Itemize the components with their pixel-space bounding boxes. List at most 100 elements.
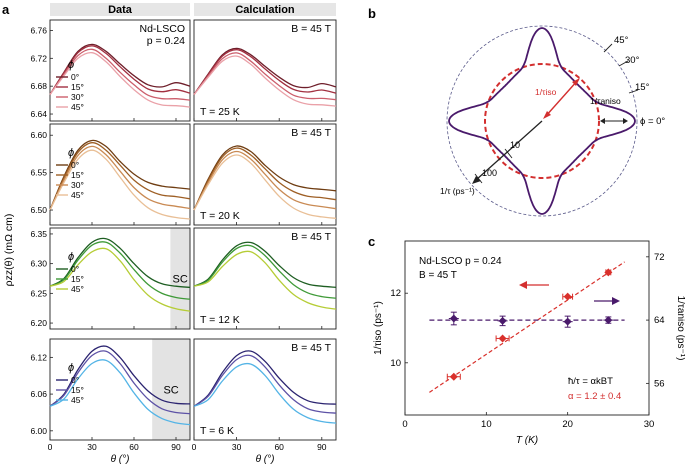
- legend-label: 45°: [71, 102, 84, 112]
- aniso-axis-arrow-head: [612, 297, 620, 305]
- iso-point: [449, 372, 458, 381]
- panel-frame: [49, 338, 191, 441]
- y-right-tick-label: 56: [654, 378, 665, 389]
- y-right-tick-label: 72: [654, 252, 665, 263]
- panel-c-y-left-label: 1/τiso (ps⁻¹): [373, 301, 384, 355]
- radial-arrow-head: [472, 176, 481, 184]
- legend-label: 15°: [71, 170, 84, 180]
- aniso-arrow-head-left: [600, 118, 605, 124]
- x-tick-label: 60: [129, 442, 139, 452]
- x-tick-label: 30: [232, 442, 242, 452]
- legend-title: ϕ: [68, 251, 74, 263]
- y-tick-label: 6.72: [30, 53, 47, 63]
- y-tick-label: 6.25: [30, 288, 47, 298]
- legend-label: 0°: [71, 160, 79, 170]
- legend-label: 15°: [71, 274, 84, 284]
- y-tick-label: 6.76: [30, 25, 47, 35]
- curve-phi-45: [49, 247, 191, 312]
- panel-a-y-label: ρzz(θ) (mΩ cm): [3, 214, 15, 287]
- tick-100: [474, 173, 483, 184]
- legend-label: 45°: [71, 395, 84, 405]
- y-left-tick-label: 10: [390, 358, 401, 369]
- tick-45: [603, 43, 613, 53]
- iso-label: 1/τiso: [535, 87, 557, 97]
- y-left-tick-label: 12: [390, 288, 401, 299]
- curve-phi-15: [49, 350, 191, 415]
- curve-phi-30: [49, 48, 191, 101]
- tick-30: [618, 60, 629, 67]
- panel-c-material: Nd-LSCO p = 0.24: [419, 256, 502, 267]
- legend-label: 0°: [71, 375, 79, 385]
- iso-point: [563, 292, 572, 301]
- scattering-rate-curve: [448, 27, 636, 215]
- panel-c-chart: Nd-LSCO p = 0.24 B = 45 T ħ/τ = αkBT α =…: [373, 240, 685, 446]
- curve-phi-0: [49, 43, 191, 95]
- panel-frame: [49, 123, 191, 226]
- legend-title: ϕ: [68, 59, 74, 71]
- y-right-tick-label: 64: [654, 315, 665, 326]
- sc-label: SC: [173, 274, 188, 286]
- panel-a-row1-data: 6.60 6.55 6.50 ϕ0°15°30°45°: [30, 123, 191, 226]
- panel-c-field: B = 45 T: [419, 270, 457, 281]
- panel-c-formula: ħ/τ = αkBT: [568, 376, 613, 387]
- calc-column-header: Calculation: [235, 4, 295, 16]
- iso-point: [604, 268, 613, 277]
- aniso-label: 1/τaniso: [590, 96, 621, 106]
- field-label: B = 45 T: [291, 127, 331, 139]
- radial-axis-label: 1/τ (ps⁻¹): [440, 186, 475, 196]
- panel-a-x-label-calc: θ (°): [256, 454, 275, 465]
- angle-30: 30°: [625, 55, 640, 66]
- field-label: B = 45 T: [291, 23, 331, 35]
- legend-label: 0°: [71, 72, 79, 82]
- phi-zero-label: ϕ = 0°: [640, 116, 665, 127]
- x-tick-label: 20: [562, 419, 573, 430]
- field-label: B = 45 T: [291, 231, 331, 243]
- y-tick-label: 6.00: [30, 426, 47, 436]
- legend-label: 30°: [71, 92, 84, 102]
- y-tick-label: 6.06: [30, 389, 47, 399]
- panel-b-letter: b: [368, 6, 376, 21]
- iso-scattering-circle: [484, 63, 600, 179]
- panel-a-row0-calc: B = 45 T T = 25 K: [193, 19, 337, 122]
- curve-phi-45: [193, 250, 337, 310]
- calc-header-bg: [194, 3, 336, 16]
- curve-phi-0: [193, 350, 337, 407]
- panel-a-row2-calc: B = 45 T T = 12 K: [193, 227, 337, 330]
- x-tick-label: 0: [402, 419, 407, 430]
- legend-title: ϕ: [68, 362, 74, 374]
- panel-a-row1-calc: B = 45 T T = 20 K: [193, 123, 337, 226]
- radial-tick-10: 10: [510, 140, 520, 150]
- curve-phi-15: [49, 241, 191, 300]
- x-tick-label: 60: [274, 442, 284, 452]
- temperature-label: T = 6 K: [200, 425, 234, 437]
- y-tick-label: 6.55: [30, 168, 47, 178]
- angle-45: 45°: [614, 35, 629, 46]
- y-tick-label: 6.64: [30, 109, 47, 119]
- curve-phi-45: [193, 362, 337, 424]
- angle-15: 15°: [635, 82, 650, 93]
- y-tick-label: 6.35: [30, 229, 47, 239]
- aniso-arrow-head-right: [623, 118, 628, 124]
- x-tick-label: 90: [317, 442, 327, 452]
- curve-phi-45: [193, 55, 337, 107]
- x-tick-label: 0: [192, 442, 197, 452]
- sc-region: [152, 339, 190, 440]
- curve-phi-45: [193, 154, 337, 219]
- curve-phi-30: [193, 52, 337, 101]
- y-tick-label: 6.68: [30, 81, 47, 91]
- temperature-label: T = 20 K: [200, 210, 240, 222]
- panel-c-letter: c: [368, 234, 375, 249]
- y-tick-label: 6.12: [30, 352, 47, 362]
- outer-dashed-circle: [446, 25, 638, 217]
- panel-a-x-label-data: θ (°): [111, 454, 130, 465]
- x-tick-label: 90: [171, 442, 181, 452]
- tick-15: [628, 89, 639, 94]
- y-tick-label: 6.60: [30, 130, 47, 140]
- curve-phi-30: [193, 150, 337, 211]
- temperature-label: T = 25 K: [200, 106, 240, 118]
- data-column-header: Data: [108, 4, 133, 16]
- aniso-point: [604, 316, 613, 325]
